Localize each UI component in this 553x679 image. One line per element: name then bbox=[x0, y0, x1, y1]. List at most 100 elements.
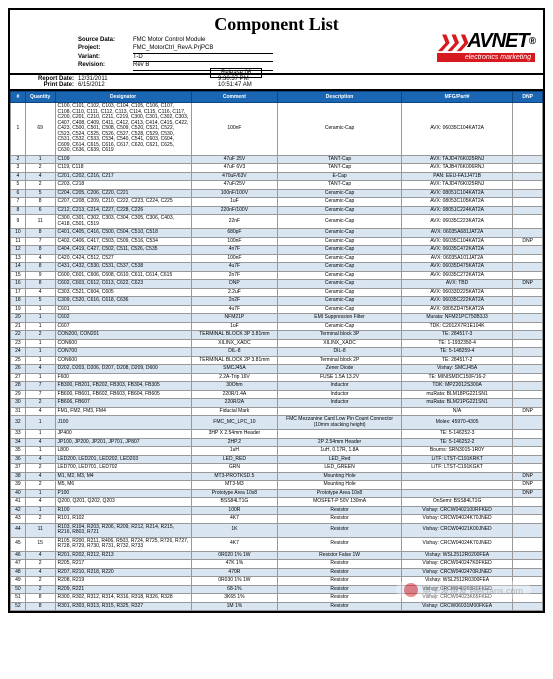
cell: C431, C432, C530, C531, C537, C538 bbox=[55, 263, 191, 272]
cell: 6 bbox=[25, 206, 55, 215]
avnet-logo: ❯❯❯ AVNET ® electronics marketing bbox=[437, 30, 535, 62]
table-row: 472R205, R21747K 1%ResistorVishay: CRCW0… bbox=[11, 560, 543, 569]
cell: MT3-PROTKSD.5 bbox=[191, 472, 278, 481]
cell: DNP bbox=[513, 237, 543, 246]
cell: Inductor bbox=[278, 390, 402, 399]
header: Component List Source Data: FMC Motor Co… bbox=[10, 10, 543, 73]
cell bbox=[513, 206, 543, 215]
cell: 45 bbox=[11, 537, 26, 551]
cell: 1 bbox=[25, 447, 55, 456]
cell: 47uF 25V bbox=[191, 155, 278, 164]
cell: C404, C419, C427, C502, C511, C526, C535 bbox=[55, 246, 191, 255]
cell: Resistor bbox=[278, 568, 402, 577]
cell: 4 bbox=[25, 551, 55, 560]
cell: Molex: 45970-4305 bbox=[401, 416, 512, 430]
cell: 4 bbox=[25, 407, 55, 416]
cell: Vishay: WSL2512R0200FEA bbox=[401, 551, 512, 560]
table-row: 4515R105, R200, R211, R406, R503, R724, … bbox=[11, 537, 543, 551]
table-row: 414Q200, Q201, Q202, Q203BSS84LT1GMOSFET… bbox=[11, 498, 543, 507]
cell: Vishay: CRCW04021K00JNED bbox=[401, 523, 512, 537]
cell: CON700 bbox=[55, 348, 191, 357]
table-row: 148C431, C432, C530, C531, C537, C5384u7… bbox=[11, 263, 543, 272]
cell bbox=[513, 560, 543, 569]
cell: C607 bbox=[55, 322, 191, 331]
cell: Vishay: CRCW0402470RJNED bbox=[401, 568, 512, 577]
cell: Murata: NFM21PC750B3J3 bbox=[401, 314, 512, 323]
cell: Ceramic-Cap bbox=[278, 206, 402, 215]
cell: C602 bbox=[55, 314, 191, 323]
col-designator: Designator bbox=[55, 92, 191, 103]
cell bbox=[513, 416, 543, 430]
cell: 5 bbox=[25, 297, 55, 306]
cell: C207, C208, C209, C210, C222, C223, C224… bbox=[55, 198, 191, 207]
table-row: 108C401, C405, C416, C500, C504, C510, C… bbox=[11, 229, 543, 238]
cell: 1 bbox=[25, 373, 55, 382]
table-row: 264D202, D203, D206, D207, D208, D209, D… bbox=[11, 365, 543, 374]
cell bbox=[513, 246, 543, 255]
cell: R100 bbox=[55, 506, 191, 515]
cell bbox=[513, 348, 543, 357]
cell: Ceramic-Cap bbox=[278, 229, 402, 238]
table-row: 302FB606, FB607220R/2AInductormuRata: BL… bbox=[11, 399, 543, 408]
cell: 14 bbox=[11, 263, 26, 272]
cell: 22 bbox=[11, 331, 26, 340]
cell bbox=[513, 455, 543, 464]
cell: SMCJ45A bbox=[191, 365, 278, 374]
cell: AVX: 06035A101JAT2A bbox=[401, 254, 512, 263]
cell: 50 bbox=[11, 585, 26, 594]
cell: 11 bbox=[25, 523, 55, 537]
cell: AVX: 06033D225KAT2A bbox=[401, 288, 512, 297]
cell: 16 bbox=[11, 280, 26, 289]
table-row: 528R301, R303, R313, R315, R325, R3271M … bbox=[11, 602, 543, 611]
table-row: 44C201, C202, C216, C217470uF/63VE-CapPA… bbox=[11, 172, 543, 181]
table-row: 86C212, C213, C214, C227, C228, C226220n… bbox=[11, 206, 543, 215]
cell: TE: 5-146252-2 bbox=[401, 438, 512, 447]
cell: Bourns: SRN3015-1R0Y bbox=[401, 447, 512, 456]
cell: 4 bbox=[25, 455, 55, 464]
cell: Ceramic-Cap bbox=[278, 237, 402, 246]
cell bbox=[513, 103, 543, 156]
table-row: 222CON200, CON201TERMINAL BLOCK 3P 3.81m… bbox=[11, 331, 543, 340]
table-row: 372LED700, LED701, LED702GRNLED_GREENLiT… bbox=[11, 464, 543, 473]
cell: J100 bbox=[55, 416, 191, 430]
cell: 2n7F bbox=[191, 271, 278, 280]
cell bbox=[513, 438, 543, 447]
cell: Zener Diode bbox=[278, 365, 402, 374]
cell: 44 bbox=[11, 523, 26, 537]
cell: R105, R200, R211, R406, R503, R724, R725… bbox=[55, 537, 191, 551]
cell: AVX: 06035C104KAT2A bbox=[401, 103, 512, 156]
cell: 4 bbox=[25, 568, 55, 577]
cell: AVX: 06035C223KAT2A bbox=[401, 215, 512, 229]
cell: FMC Mezzanine Card Low Pin Count Connect… bbox=[278, 416, 402, 430]
cell: 100nF/100V bbox=[191, 189, 278, 198]
logo-reg-icon: ® bbox=[529, 36, 535, 47]
cell: Resistor False 1W bbox=[278, 551, 402, 560]
cell bbox=[513, 382, 543, 391]
cell: TERMINAL BLOCK 2P 3.81mm bbox=[191, 356, 278, 365]
cell: 3K65 1% bbox=[191, 594, 278, 603]
cell: PAN: EEU-FA1J471B bbox=[401, 172, 512, 181]
cell bbox=[513, 198, 543, 207]
cell: 4 bbox=[11, 172, 26, 181]
component-table: # Quantity Designator Comment Descriptio… bbox=[10, 91, 543, 611]
cell bbox=[278, 407, 402, 416]
cell: TE: 5-146252-3 bbox=[401, 430, 512, 439]
cell: TE: 284517-3 bbox=[401, 331, 512, 340]
cell: 41 bbox=[11, 498, 26, 507]
cell: Ceramic-Cap bbox=[278, 215, 402, 229]
table-row: 65C204, C205, C206, C220, C221100nF/100V… bbox=[11, 189, 543, 198]
cell: 1 bbox=[25, 416, 55, 430]
cell: C303, C521, C604, C605 bbox=[55, 288, 191, 297]
cell: R209, R221 bbox=[55, 585, 191, 594]
cell: Terminal block 2P bbox=[278, 356, 402, 365]
cell: 47uF/25V bbox=[191, 181, 278, 190]
cell: TE: MINISMDC150F/16-2 bbox=[401, 373, 512, 382]
cell: 46 bbox=[11, 551, 26, 560]
cell: FUSE 1.5A 13.2V bbox=[278, 373, 402, 382]
cell bbox=[513, 322, 543, 331]
cell: NFM21P bbox=[191, 314, 278, 323]
cell: 12 bbox=[11, 246, 26, 255]
cell: AVX: 0805ZD475KAT2A bbox=[401, 305, 512, 314]
variant-value: T-D bbox=[133, 54, 273, 63]
cell bbox=[513, 172, 543, 181]
